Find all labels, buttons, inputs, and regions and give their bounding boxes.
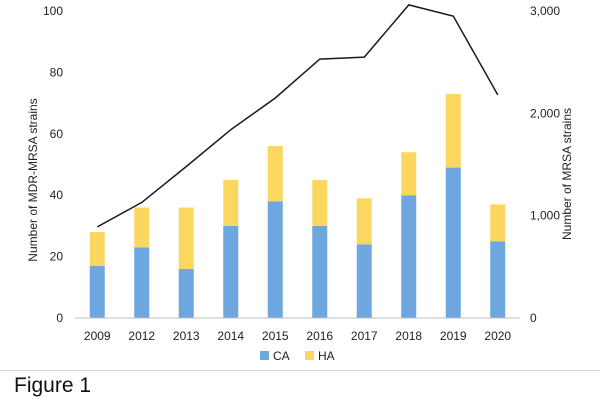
y2-axis-label: Number of MRSA strains [560,108,574,240]
bar-ca-2016 [312,225,328,318]
bar-ca-2020 [490,241,506,318]
line-series [96,4,499,228]
bar-ha-2013 [178,207,194,269]
caption-area: Figure 1 [0,370,600,401]
y-tick-label: 40 [50,188,64,202]
y-tick-label: 80 [50,65,64,79]
y-tick-label: 60 [50,127,64,141]
x-tick-label: 2009 [84,329,111,343]
x-tick-label: 2018 [395,329,422,343]
bar-series [89,93,506,318]
y2-tick-label: 0 [530,311,537,325]
bar-ha-2017 [356,198,372,245]
bar-ha-2009 [89,232,105,266]
bar-ha-2020 [490,204,506,242]
bar-ha-2014 [223,179,239,226]
x-tick-label: 2019 [440,329,467,343]
bar-ca-2019 [445,167,461,318]
legend: CA HA [260,349,335,363]
x-tick-label: 2013 [173,329,200,343]
bar-ha-2016 [312,179,328,226]
x-tick-label: 2016 [306,329,333,343]
x-axis: 2009 2012 2013 2014 2015 2016 2017 2018 2019 2020 [84,329,512,343]
bar-ha-2012 [134,207,150,248]
x-tick-label: 2020 [484,329,511,343]
left-axis: 0 20 40 60 80 100 [43,4,63,325]
bar-ha-2019 [445,93,461,168]
bar-ca-2014 [223,225,239,318]
y-tick-label: 100 [43,4,63,18]
legend-label-ha: HA [318,349,335,363]
bar-ca-2018 [401,195,417,318]
x-tick-label: 2017 [351,329,378,343]
y2-tick-label: 2,000 [530,106,560,120]
bar-ha-2018 [401,152,417,196]
bar-ca-2015 [267,201,283,318]
y2-tick-label: 1,000 [530,209,560,223]
y-tick-label: 20 [50,250,64,264]
y2-tick-label: 3,000 [530,4,560,18]
figure-caption: Figure 1 [14,374,92,397]
right-axis: 0 1,000 2,000 3,000 [530,4,560,325]
legend-label-ca: CA [273,349,290,363]
bar-ca-2012 [134,247,150,318]
x-tick-label: 2014 [217,329,244,343]
x-tick-label: 2015 [262,329,289,343]
bar-ca-2017 [356,244,372,318]
bar-ca-2009 [89,265,105,318]
bar-ha-2015 [267,146,283,202]
legend-swatch-ca [260,351,269,360]
legend-swatch-ha [305,351,314,360]
y-tick-label: 0 [56,311,63,325]
line-series-0 [96,4,499,228]
y-axis-label: Number of MDR-MRSA strains [26,98,40,261]
x-tick-label: 2012 [128,329,155,343]
bar-ca-2013 [178,268,194,318]
